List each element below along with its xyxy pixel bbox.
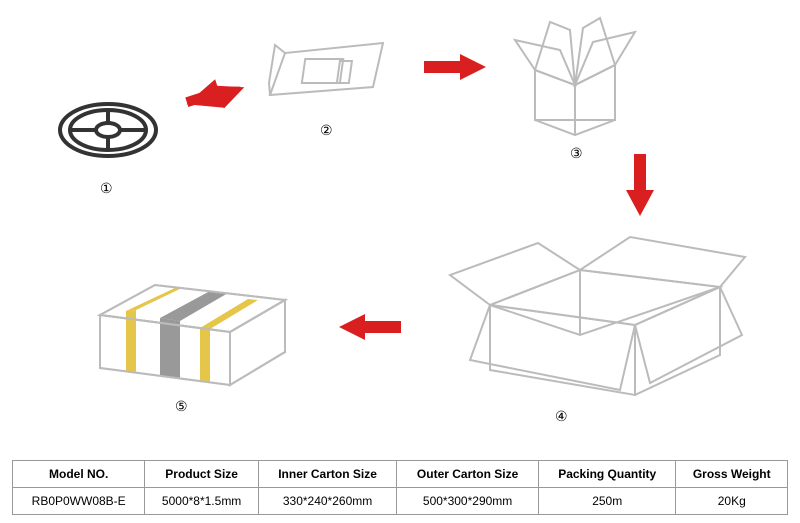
step5-strapped-box-icon [80, 260, 300, 400]
cell-model: RB0P0WW08B-E [13, 488, 145, 515]
spec-table: Model NO. Product Size Inner Carton Size… [12, 460, 788, 515]
packaging-diagram: ① ② [0, 0, 800, 523]
col-outer-carton: Outer Carton Size [397, 461, 539, 488]
arrow-1-2 [180, 70, 250, 120]
arrow-4-5 [335, 310, 405, 344]
col-gross-weight: Gross Weight [676, 461, 788, 488]
cell-product-size: 5000*8*1.5mm [145, 488, 259, 515]
cell-packing-qty: 250m [538, 488, 675, 515]
step1-reel-icon [48, 90, 168, 170]
col-packing-qty: Packing Quantity [538, 461, 675, 488]
arrow-2-3 [420, 50, 490, 84]
col-product-size: Product Size [145, 461, 259, 488]
step3-label: ③ [570, 145, 583, 162]
step5-label: ⑤ [175, 398, 188, 415]
step3-box-icon [505, 10, 655, 140]
cell-outer-carton: 500*300*290mm [397, 488, 539, 515]
step4-label: ④ [555, 408, 568, 425]
step4-box-icon [430, 215, 750, 415]
cell-gross-weight: 20Kg [676, 488, 788, 515]
table-row: RB0P0WW08B-E 5000*8*1.5mm 330*240*260mm … [13, 488, 788, 515]
step1-label: ① [100, 180, 113, 197]
table-header-row: Model NO. Product Size Inner Carton Size… [13, 461, 788, 488]
step2-bag-icon [255, 25, 395, 120]
arrow-3-4 [620, 150, 660, 220]
col-inner-carton: Inner Carton Size [258, 461, 396, 488]
step2-label: ② [320, 122, 333, 139]
col-model: Model NO. [13, 461, 145, 488]
cell-inner-carton: 330*240*260mm [258, 488, 396, 515]
